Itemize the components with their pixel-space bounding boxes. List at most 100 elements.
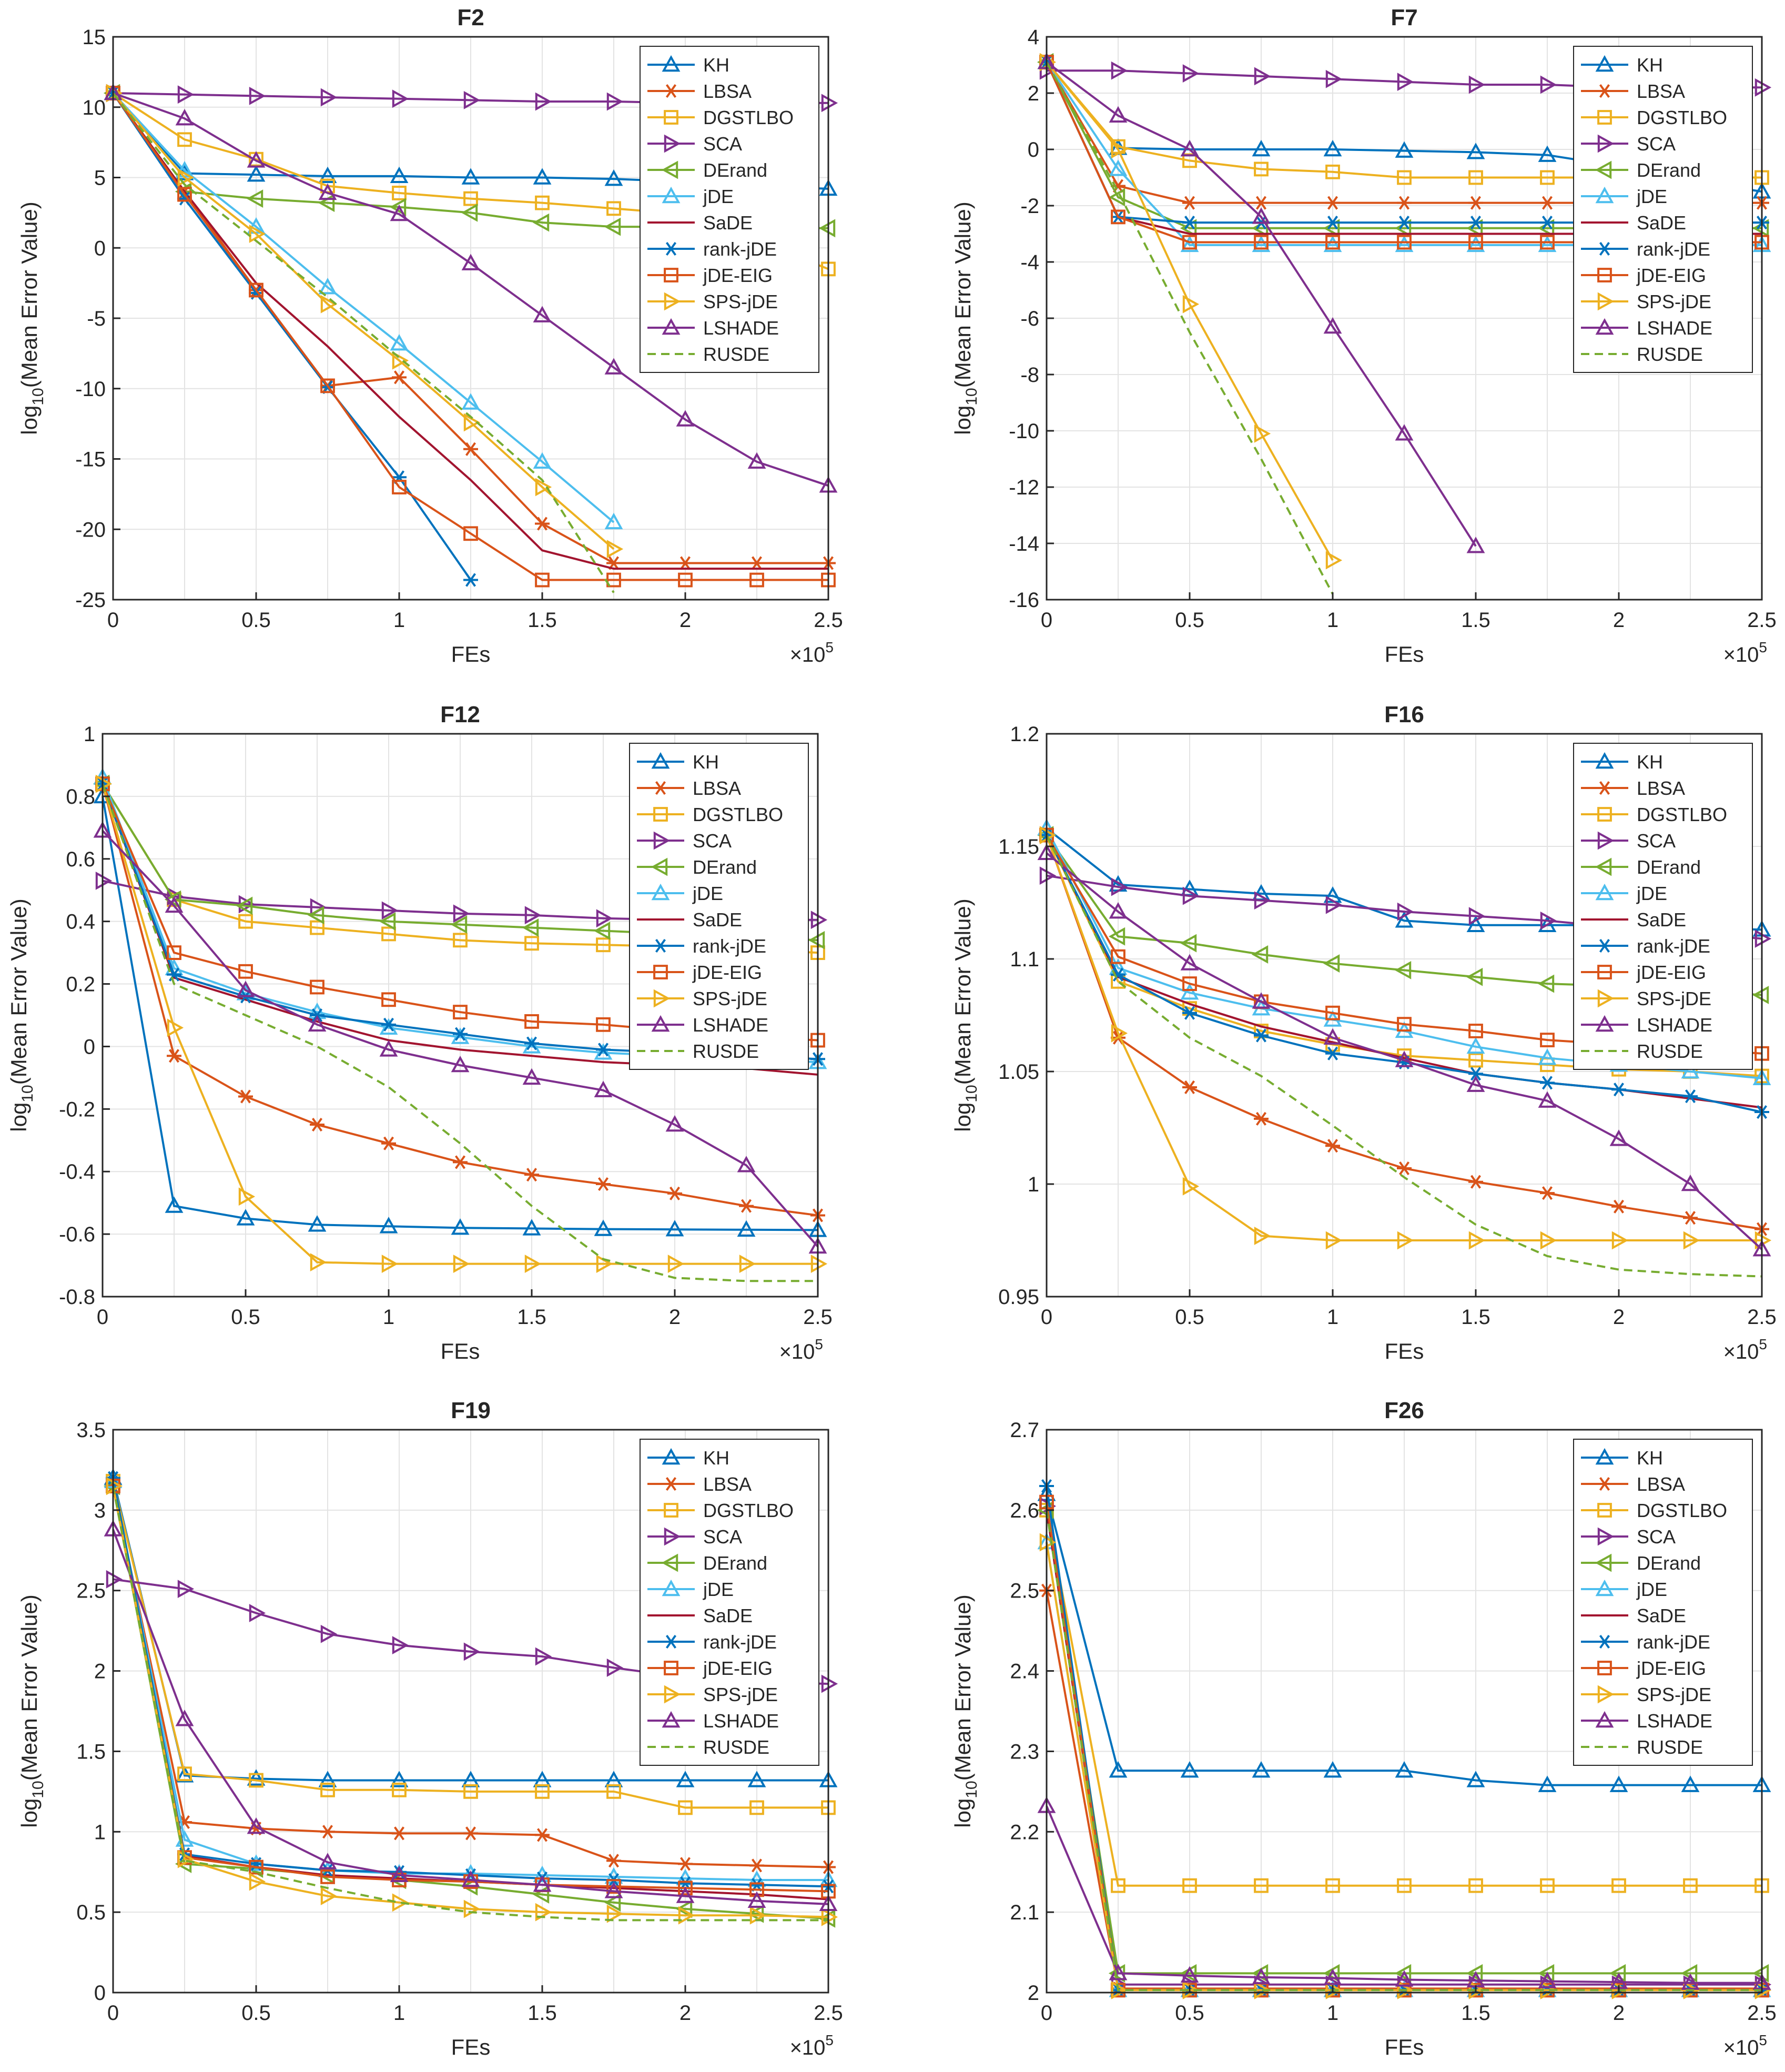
data-point xyxy=(1466,1037,1485,1054)
data-point xyxy=(379,1217,398,1234)
legend-marker xyxy=(664,1527,681,1546)
data-point xyxy=(1468,235,1483,250)
data-point xyxy=(165,896,184,913)
y-axis-label: log10(Mean Error Value) xyxy=(6,898,36,1131)
data-point xyxy=(1180,1761,1199,1778)
data-point xyxy=(1540,170,1555,185)
y-tick-label: 1.05 xyxy=(998,1060,1039,1084)
legend-entry-jDE-EIG: jDE-EIG xyxy=(1581,1657,1706,1679)
legend-marker xyxy=(653,807,668,822)
y-tick-label: 2.6 xyxy=(1010,1499,1039,1522)
data-point xyxy=(1468,1024,1483,1038)
data-point xyxy=(463,90,481,109)
legend-marker xyxy=(651,883,670,901)
legend-label: rank-jDE xyxy=(703,238,777,260)
legend-entry-LSHADE: LSHADE xyxy=(1581,1710,1712,1732)
legend-label: jDE xyxy=(703,1579,734,1600)
data-point xyxy=(1609,1775,1628,1792)
data-point xyxy=(1323,1761,1342,1778)
data-point xyxy=(1466,1075,1485,1092)
x-tick-label: 2 xyxy=(679,609,691,632)
legend-marker xyxy=(664,1634,678,1649)
data-point xyxy=(596,1177,611,1191)
data-point xyxy=(1468,1053,1483,1068)
legend-entry-SCA: SCA xyxy=(1581,830,1676,852)
series-line xyxy=(112,92,615,593)
data-point xyxy=(535,195,550,210)
legend-label: DGSTLBO xyxy=(703,1500,794,1521)
legend-marker xyxy=(1595,318,1614,335)
data-point xyxy=(1111,209,1125,225)
x-axis-label: FEs xyxy=(451,2035,491,2059)
data-point xyxy=(749,1906,767,1925)
series-line xyxy=(112,1485,829,1918)
data-point xyxy=(175,109,194,126)
legend-label: DErand xyxy=(703,1552,767,1574)
legend-entry-rank-jDE: rank-jDE xyxy=(1581,1631,1710,1653)
data-point xyxy=(1325,216,1340,230)
data-point xyxy=(533,306,552,322)
legend-marker xyxy=(653,831,671,850)
data-point xyxy=(318,166,337,184)
series-line xyxy=(102,783,818,1265)
legend-label: jDE-EIG xyxy=(1636,265,1706,286)
legend-label: LBSA xyxy=(1637,777,1685,799)
data-point xyxy=(1254,1227,1271,1245)
legend-entry-jDE: jDE xyxy=(1581,1579,1667,1600)
x-tick-label: 1 xyxy=(1327,609,1338,632)
series-RUSDE xyxy=(102,783,818,1282)
legend-label: rank-jDE xyxy=(703,1631,777,1653)
chart-title: F26 xyxy=(1384,1398,1424,1423)
data-point xyxy=(249,225,266,243)
x-tick-label: 0.5 xyxy=(1175,2002,1204,2025)
data-point xyxy=(1325,196,1340,210)
legend-label: KH xyxy=(1637,751,1663,773)
data-point xyxy=(1397,73,1414,91)
legend-label: jDE xyxy=(1636,883,1667,904)
chart-panel-F16: 0 0.5 1 1.5 2 2.5 0.95 1 1.05 1.1 1.15 1.2 F16 FEs ×10… xyxy=(950,702,1777,1363)
x-tick-label: 1.5 xyxy=(528,609,557,632)
legend: KH LBSA DGSTLBO SCA DErand jDE SaDE rank-jDE jDE… xyxy=(640,1439,819,1766)
data-point xyxy=(390,1865,409,1883)
data-point xyxy=(1468,216,1483,230)
data-point xyxy=(381,1255,399,1273)
data-point xyxy=(1323,1964,1340,1983)
y-tick-label: -0.8 xyxy=(59,1286,95,1309)
legend-label: jDE-EIG xyxy=(692,962,762,983)
y-tick-label: 10 xyxy=(83,96,106,119)
data-point xyxy=(522,1219,541,1236)
legend-marker xyxy=(653,965,668,979)
data-point xyxy=(1540,1186,1555,1200)
legend-label: KH xyxy=(703,1447,729,1469)
legend-marker xyxy=(1595,160,1612,179)
legend-entry-DErand: DErand xyxy=(637,856,757,878)
legend-marker xyxy=(1595,1448,1614,1465)
data-point xyxy=(749,1882,764,1897)
x-tick-label: 2.5 xyxy=(814,2002,843,2025)
legend-entry-rank-jDE: rank-jDE xyxy=(1581,935,1710,957)
data-point xyxy=(1180,983,1199,1000)
data-point xyxy=(318,183,337,200)
data-point xyxy=(1468,1878,1483,1893)
data-point xyxy=(177,85,195,104)
data-point xyxy=(1611,1231,1629,1250)
legend-entry-jDE: jDE xyxy=(1581,883,1667,904)
legend-marker xyxy=(1595,883,1614,901)
y-tick-label: 1.15 xyxy=(998,835,1039,858)
legend-label: jDE xyxy=(1636,186,1667,207)
data-point xyxy=(320,295,338,314)
data-point xyxy=(1111,967,1125,982)
x-tick-label: 0 xyxy=(107,2002,119,2025)
legend-marker xyxy=(1597,1661,1612,1675)
y-tick-label: -10 xyxy=(75,378,106,401)
legend-marker xyxy=(1595,55,1614,72)
data-point xyxy=(1466,1964,1483,1983)
data-point xyxy=(1182,1080,1197,1095)
legend-entry-DGSTLBO: DGSTLBO xyxy=(1581,804,1727,825)
legend-marker xyxy=(664,1661,678,1675)
y-tick-label: -20 xyxy=(75,518,106,541)
legend-marker xyxy=(1595,1579,1614,1596)
legend-marker xyxy=(1597,1477,1612,1491)
y-tick-label: 0 xyxy=(84,1035,95,1058)
legend-marker xyxy=(1597,831,1615,850)
